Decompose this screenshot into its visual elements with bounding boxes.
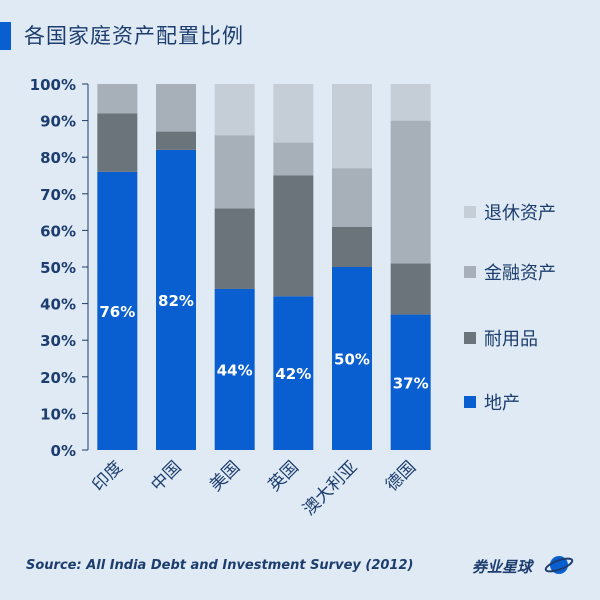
bar-segment — [390, 314, 431, 450]
legend-label: 金融资产 — [484, 263, 556, 284]
data-label: 76% — [99, 303, 135, 321]
bar-segment — [273, 84, 314, 143]
data-label: 50% — [334, 351, 370, 369]
legend-swatch — [464, 206, 476, 218]
y-tick-label: 80% — [40, 149, 76, 167]
data-label: 82% — [158, 292, 194, 310]
brand-name: 券业星球 — [472, 558, 533, 576]
x-tick-label: 印度 — [89, 457, 127, 495]
y-tick-label: 90% — [40, 113, 76, 131]
x-tick-label: 德国 — [382, 457, 420, 495]
bar-segment — [214, 135, 255, 209]
bar-segment — [214, 288, 255, 450]
bar-segment — [332, 267, 372, 450]
bar-segment — [390, 263, 431, 315]
y-tick-label: 50% — [40, 259, 76, 277]
source-note: Source: All India Debt and Investment Su… — [26, 558, 414, 573]
bar-segment — [332, 226, 372, 267]
bar-segment — [390, 120, 431, 264]
data-label: 44% — [217, 361, 253, 379]
x-tick-label: 美国 — [206, 457, 244, 495]
y-tick-label: 30% — [40, 332, 76, 350]
bar-segment — [214, 84, 255, 136]
y-tick-label: 0% — [51, 442, 76, 460]
bar-segment — [97, 84, 138, 114]
y-tick-label: 100% — [30, 76, 76, 94]
bar-segment — [273, 175, 314, 297]
bar-segment — [332, 168, 372, 227]
title-accent-bar — [0, 22, 11, 50]
legend-swatch — [464, 396, 476, 408]
bar-segment — [214, 208, 255, 289]
y-tick-label: 10% — [40, 405, 76, 423]
bar-segment — [156, 131, 196, 150]
bar-segment — [97, 171, 138, 450]
legend-swatch — [464, 332, 476, 344]
bar-segment — [273, 296, 314, 450]
x-tick-label: 英国 — [265, 457, 303, 495]
legend-swatch — [464, 266, 476, 278]
bar-segment — [97, 113, 138, 172]
y-tick-label: 40% — [40, 296, 76, 314]
bar-segment — [156, 84, 196, 132]
legend-label: 地产 — [484, 393, 520, 414]
data-label: 37% — [393, 374, 429, 392]
bar-segment — [273, 142, 314, 176]
page-title: 各国家庭资产配置比例 — [24, 24, 244, 48]
y-tick-label: 20% — [40, 369, 76, 387]
x-tick-label: 澳大利亚 — [299, 457, 361, 519]
y-tick-label: 60% — [40, 222, 76, 240]
bar-segment — [390, 84, 431, 121]
data-label: 42% — [275, 365, 311, 383]
x-tick-label: 中国 — [147, 457, 185, 495]
planet-icon — [544, 556, 574, 574]
bar-segment — [156, 149, 196, 450]
y-tick-label: 70% — [40, 186, 76, 204]
legend-label: 耐用品 — [484, 329, 538, 350]
legend-label: 退休资产 — [484, 203, 556, 224]
bar-segment — [332, 84, 372, 169]
